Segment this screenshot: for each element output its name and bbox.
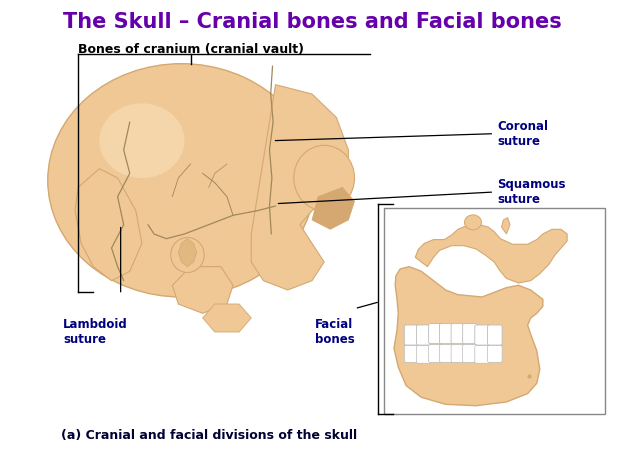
FancyBboxPatch shape (487, 325, 502, 345)
Text: Lambdoid
suture: Lambdoid suture (63, 318, 128, 346)
Ellipse shape (171, 237, 204, 272)
Ellipse shape (180, 247, 195, 263)
Text: Bones of cranium (cranial vault): Bones of cranium (cranial vault) (77, 43, 303, 56)
Ellipse shape (464, 215, 482, 230)
FancyBboxPatch shape (384, 208, 605, 414)
FancyBboxPatch shape (439, 344, 454, 362)
Text: Facial
bones: Facial bones (315, 318, 355, 346)
FancyBboxPatch shape (462, 323, 477, 344)
FancyBboxPatch shape (429, 323, 442, 344)
FancyBboxPatch shape (416, 345, 431, 363)
Polygon shape (178, 239, 197, 267)
FancyBboxPatch shape (475, 345, 490, 363)
FancyBboxPatch shape (416, 325, 431, 345)
Text: (a) Cranial and facial divisions of the skull: (a) Cranial and facial divisions of the … (61, 429, 357, 442)
Text: Squamous
suture: Squamous suture (497, 178, 566, 206)
FancyBboxPatch shape (451, 344, 465, 362)
FancyBboxPatch shape (439, 323, 454, 344)
Text: Coronal
suture: Coronal suture (497, 120, 548, 148)
Ellipse shape (99, 103, 185, 178)
FancyBboxPatch shape (404, 345, 419, 362)
Ellipse shape (294, 146, 354, 211)
Polygon shape (172, 267, 233, 313)
Polygon shape (394, 267, 543, 406)
FancyBboxPatch shape (404, 325, 419, 345)
FancyBboxPatch shape (451, 323, 465, 344)
FancyBboxPatch shape (475, 325, 490, 345)
Text: The Skull – Cranial bones and Facial bones: The Skull – Cranial bones and Facial bon… (62, 12, 562, 32)
Polygon shape (502, 218, 510, 234)
Polygon shape (75, 168, 142, 281)
Ellipse shape (48, 64, 315, 297)
FancyBboxPatch shape (462, 344, 477, 362)
Polygon shape (312, 187, 354, 229)
FancyBboxPatch shape (429, 344, 442, 362)
Polygon shape (203, 304, 251, 332)
Polygon shape (415, 225, 567, 283)
Polygon shape (251, 85, 348, 290)
FancyBboxPatch shape (487, 345, 502, 362)
